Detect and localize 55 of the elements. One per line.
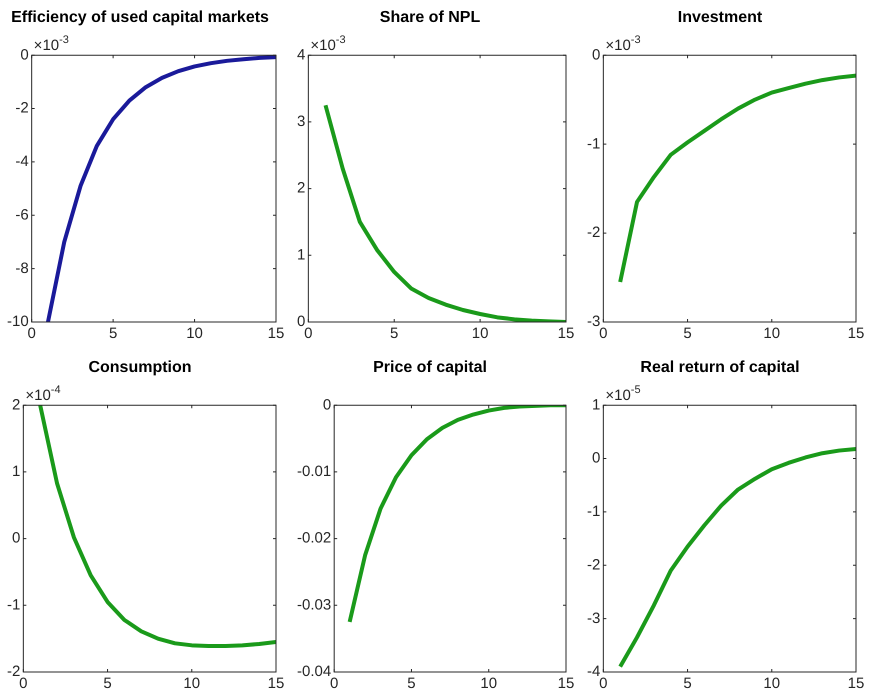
- x-tick-label: 5: [390, 325, 398, 342]
- y-tick-label: -1: [586, 503, 600, 520]
- x-tick-label: 5: [407, 675, 416, 692]
- y-tick-label: -8: [15, 260, 29, 277]
- y-tick-label: 0: [322, 396, 332, 414]
- y-tick-label: 4: [297, 46, 306, 64]
- y-tick-label: 1: [297, 246, 306, 264]
- y-tick-label: 2: [12, 396, 20, 414]
- x-tick-label: 15: [268, 675, 284, 692]
- y-tick-label: -2: [586, 556, 600, 574]
- y-tick-label: 0: [592, 46, 600, 64]
- y-tick-label: -0.01: [296, 463, 332, 480]
- x-tick-label: 5: [683, 675, 692, 692]
- x-tick-label: 10: [763, 675, 780, 692]
- y-tick-label: 1: [12, 463, 20, 480]
- y-tick-label: -0.04: [296, 663, 332, 680]
- y-tick-label: -0.03: [296, 596, 332, 614]
- y-tick-label: -1: [586, 135, 600, 152]
- chart-title: Price of capital: [373, 359, 487, 376]
- x-tick-label: 15: [268, 325, 284, 342]
- y-tick-label: -2: [15, 100, 29, 117]
- y-tick-label: -0.02: [296, 530, 332, 547]
- y-tick-label: -2: [586, 224, 600, 242]
- y-tick-label: 0: [20, 46, 29, 64]
- y-tick-label: -10: [6, 313, 29, 330]
- x-tick-label: 5: [103, 675, 112, 692]
- y-tick-label: 1: [592, 396, 600, 414]
- x-tick-label: 5: [683, 325, 692, 342]
- chart-title: Consumption: [88, 359, 192, 376]
- chart-title: Investment: [678, 9, 763, 26]
- x-tick-label: 10: [472, 325, 488, 342]
- y-tick-label: -4: [586, 663, 600, 680]
- x-tick-label: 10: [186, 325, 203, 342]
- chart-title: Share of NPL: [380, 9, 480, 26]
- x-tick-label: 10: [763, 325, 780, 342]
- y-tick-label: 0: [12, 530, 20, 547]
- y-tick-label: 2: [297, 180, 306, 197]
- y-tick-label: -4: [15, 153, 29, 170]
- y-tick-label: -1: [6, 596, 20, 614]
- x-tick-label: 10: [183, 675, 200, 692]
- x-tick-label: 15: [558, 325, 574, 342]
- y-tick-label: -2: [6, 663, 20, 680]
- x-tick-label: 15: [848, 325, 864, 342]
- y-tick-label: -3: [586, 313, 600, 330]
- y-tick-label: 0: [592, 450, 600, 467]
- x-tick-label: 5: [108, 325, 118, 342]
- x-tick-label: 15: [558, 675, 574, 692]
- y-tick-label: 0: [297, 313, 306, 330]
- x-tick-label: 15: [848, 675, 864, 692]
- y-tick-label: -6: [15, 206, 29, 224]
- chart-title: Efficiency of used capital markets: [11, 9, 270, 26]
- x-tick-label: 10: [480, 675, 498, 692]
- y-tick-label: 3: [297, 113, 306, 130]
- chart-title: Real return of capital: [640, 359, 800, 376]
- y-tick-label: -3: [586, 610, 600, 627]
